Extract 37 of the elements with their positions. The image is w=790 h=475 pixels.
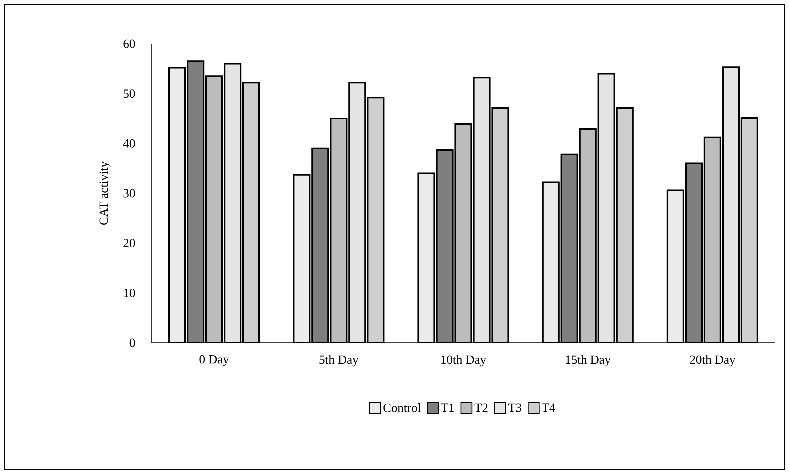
bar xyxy=(722,66,740,343)
bar xyxy=(330,118,348,343)
y-tick-label: 40 xyxy=(123,139,136,148)
bar xyxy=(598,73,616,343)
bar xyxy=(367,97,385,343)
legend-label: T4 xyxy=(542,404,556,412)
bar xyxy=(685,162,704,343)
legend-label: T1 xyxy=(441,404,454,412)
x-tick-label: 0 Day xyxy=(200,355,230,366)
bar xyxy=(579,128,597,343)
y-tick-label: 10 xyxy=(124,288,136,298)
bar xyxy=(242,82,260,343)
y-tick-label: 0 xyxy=(130,338,136,348)
x-tick-label: 5th Day xyxy=(320,355,359,367)
bar xyxy=(187,60,205,343)
bar xyxy=(168,67,186,343)
bar xyxy=(348,82,366,343)
legend-label: T3 xyxy=(508,404,522,412)
x-tick-label: 20th Day xyxy=(690,355,736,367)
bar xyxy=(542,182,560,343)
bar xyxy=(224,63,242,343)
y-tick-label: 50 xyxy=(124,90,136,98)
bar xyxy=(206,76,224,343)
y-tick-label: 20 xyxy=(124,239,136,248)
bar xyxy=(560,154,578,343)
x-tick-label: 10th Day xyxy=(442,355,486,367)
y-axis-title: CAT activity xyxy=(100,162,111,225)
legend-label: T2 xyxy=(474,404,488,412)
legend-label: Control xyxy=(384,404,421,412)
bar xyxy=(616,107,634,343)
y-tick-label: 30 xyxy=(124,189,136,198)
bar xyxy=(312,148,330,343)
x-tick-label: 15th Day xyxy=(566,355,612,367)
bar xyxy=(740,117,759,343)
y-tick-label: 60 xyxy=(124,40,136,48)
bar xyxy=(704,136,722,343)
bar xyxy=(293,174,311,343)
